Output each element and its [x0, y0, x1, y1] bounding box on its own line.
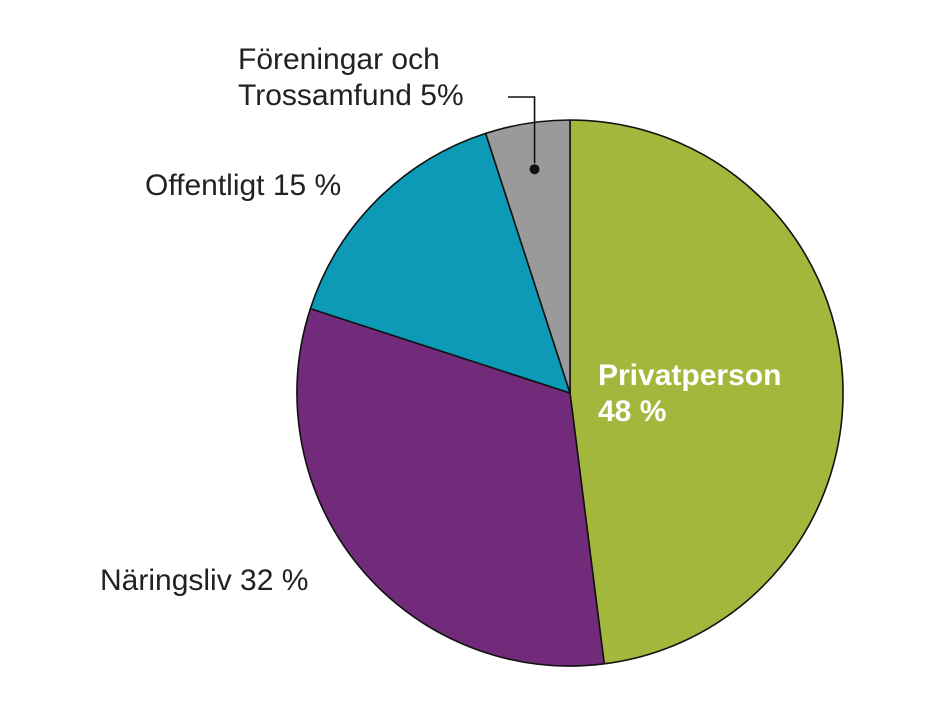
slice-label-foreningar: Föreningar och Trossamfund 5% — [238, 42, 464, 114]
pie-slice-näringsliv — [296, 307, 606, 667]
pie-slice-privatperson — [569, 119, 844, 665]
slice-label-offentligt: Offentligt 15 % — [145, 169, 342, 202]
slice-label-naringsliv: Näringsliv 32 % — [100, 564, 309, 597]
slice-label-privatperson: Privatperson 48 % — [598, 358, 781, 430]
pie-slice-föreningar-och-trossamfund — [484, 119, 571, 394]
slice-label-foreningar-line2: Trossamfund 5% — [238, 79, 464, 112]
pie-slice-offentligt — [309, 132, 571, 394]
leader-line-dot — [529, 164, 540, 175]
slice-label-privatperson-percent: 48 % — [598, 395, 667, 428]
leader-line — [508, 96, 536, 164]
slice-label-privatperson-name: Privatperson — [598, 359, 782, 392]
leader-line-group — [508, 96, 540, 175]
slice-label-foreningar-line1: Föreningar och — [238, 43, 440, 76]
pie-slices — [296, 119, 844, 667]
